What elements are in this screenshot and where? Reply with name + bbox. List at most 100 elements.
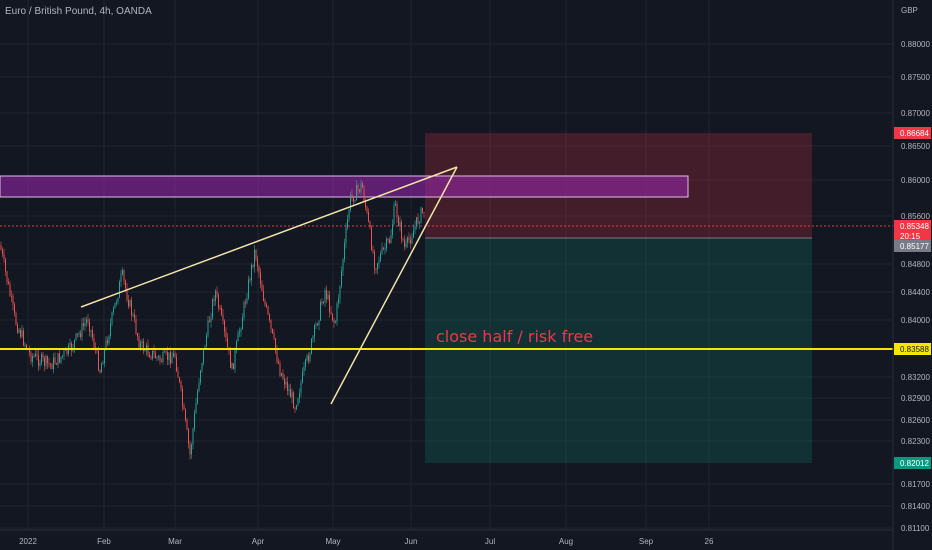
candle-body — [246, 298, 248, 304]
candle-body — [137, 333, 138, 337]
candle-body — [191, 444, 192, 455]
candle-body — [359, 189, 360, 192]
candle-body — [260, 272, 261, 284]
time-axis[interactable]: 2022 Feb Mar Apr May Jun Jul Aug Sep 26 — [0, 529, 893, 546]
candle-body — [236, 341, 237, 351]
candle-body — [32, 356, 33, 362]
candle-body — [395, 203, 396, 206]
upper-trendline[interactable] — [80, 166, 458, 308]
candle-body — [422, 207, 423, 213]
price-tag-label: 0.82012 — [900, 459, 929, 468]
candle-body — [126, 288, 128, 300]
candle-body — [215, 291, 216, 302]
candle-body — [123, 270, 125, 281]
y-tick-label: 0.88000 — [901, 40, 930, 49]
candle-body — [38, 355, 39, 366]
x-tick-label: Sep — [639, 537, 654, 546]
candle-body — [287, 381, 288, 392]
candle-body — [339, 286, 341, 299]
candle-body — [243, 302, 245, 318]
candle-body — [194, 413, 195, 430]
candle-body — [374, 252, 375, 269]
candle-body — [48, 362, 50, 364]
candle-body — [333, 319, 335, 323]
lower-trendline[interactable] — [330, 166, 458, 405]
candle-body — [129, 300, 131, 307]
resistance-zone[interactable] — [0, 175, 689, 198]
candle-body — [335, 321, 336, 323]
candle-body — [102, 363, 104, 365]
candle-body — [9, 283, 11, 296]
candle-body — [23, 330, 24, 346]
candle-body — [120, 274, 122, 282]
candle-body — [165, 351, 167, 353]
candle-body — [159, 356, 161, 361]
candle-body — [108, 335, 110, 344]
candle-body — [15, 313, 17, 325]
candle-body — [398, 217, 399, 227]
candle-body — [138, 336, 140, 348]
candlestick-series — [0, 179, 425, 460]
candle-body — [209, 320, 210, 323]
candle-body — [251, 264, 252, 281]
candle-body — [56, 363, 57, 365]
y-tick-label: 0.86000 — [901, 176, 930, 185]
candle-body — [207, 320, 209, 336]
candle-body — [303, 366, 305, 372]
candle-body — [345, 227, 347, 243]
candle-body — [300, 382, 302, 394]
y-tick-label: 0.86500 — [901, 142, 930, 151]
candle-body — [192, 429, 194, 445]
candle-body — [60, 356, 62, 363]
candle-body — [258, 266, 260, 273]
price-tag-label: 0.85348 — [900, 222, 929, 231]
candle-body — [33, 356, 35, 358]
candle-body — [98, 350, 99, 371]
candle-body — [369, 221, 371, 228]
candle-body — [353, 197, 354, 202]
candle-body — [146, 344, 147, 351]
candle-body — [59, 353, 60, 363]
candle-body — [195, 403, 197, 414]
candle-body — [413, 230, 414, 238]
candle-body — [308, 355, 309, 362]
candle-body — [368, 212, 369, 222]
price-tag — [894, 240, 931, 252]
candle-body — [62, 355, 63, 357]
candle-body — [18, 329, 20, 333]
candle-body — [326, 290, 327, 299]
candle-body — [144, 350, 146, 352]
candle-body — [371, 227, 372, 250]
candle-body — [269, 314, 270, 320]
candle-body — [186, 420, 188, 430]
y-tick-label: 0.82900 — [901, 394, 930, 403]
candle-body — [24, 344, 26, 346]
candle-body — [312, 336, 314, 339]
candle-body — [50, 363, 51, 365]
candle-body — [332, 313, 333, 320]
candle-body — [77, 333, 78, 335]
candle-body — [35, 354, 36, 357]
candle-body — [252, 264, 254, 267]
candle-body — [105, 340, 107, 350]
y-tick-label: 0.87000 — [901, 109, 930, 118]
candle-body — [204, 346, 206, 349]
candle-body — [57, 353, 59, 365]
candle-body — [330, 311, 332, 314]
candle-body — [348, 210, 350, 220]
candle-body — [140, 343, 141, 348]
candle-body — [237, 332, 239, 342]
candle-body — [150, 357, 152, 359]
candle-body — [327, 294, 329, 299]
candle-body — [189, 443, 191, 455]
candle-body — [69, 343, 71, 346]
candle-body — [410, 240, 411, 244]
candle-body — [248, 279, 249, 299]
y-tick-label: 0.83200 — [901, 373, 930, 382]
price-tag — [894, 127, 931, 139]
x-tick-label: Jul — [485, 537, 495, 546]
candle-body — [362, 183, 363, 188]
price-axis[interactable]: GBP 0.88000 0.87500 0.87000 0.86500 0.86000 0… — [892, 0, 932, 550]
candle-body — [365, 201, 366, 208]
